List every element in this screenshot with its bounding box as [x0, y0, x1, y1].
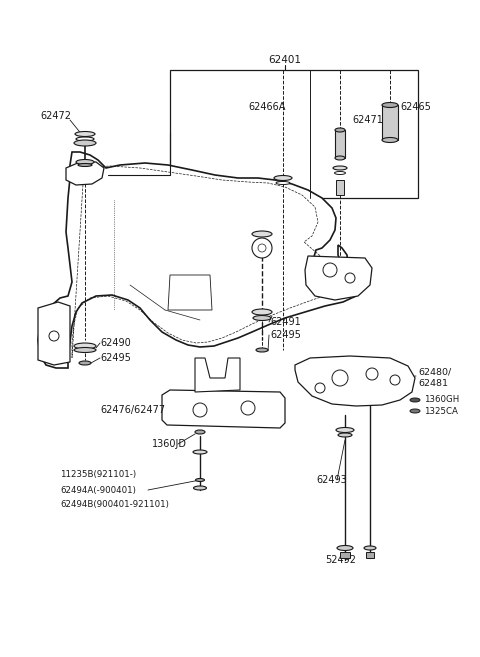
Text: 62493: 62493: [316, 475, 347, 485]
Ellipse shape: [410, 398, 420, 402]
Circle shape: [390, 375, 400, 385]
Polygon shape: [168, 275, 212, 310]
Ellipse shape: [193, 450, 207, 454]
Ellipse shape: [335, 156, 345, 160]
Ellipse shape: [253, 315, 271, 321]
Text: 1360JD: 1360JD: [152, 439, 187, 449]
Ellipse shape: [76, 160, 94, 164]
Bar: [382, 105, 398, 140]
Ellipse shape: [382, 102, 398, 108]
Ellipse shape: [338, 433, 352, 437]
Ellipse shape: [74, 343, 96, 349]
Bar: [340, 552, 350, 558]
Circle shape: [366, 368, 378, 380]
Text: 62476/62477: 62476/62477: [100, 405, 165, 415]
Circle shape: [332, 370, 348, 386]
Ellipse shape: [195, 430, 205, 434]
Ellipse shape: [193, 486, 206, 490]
Circle shape: [345, 273, 355, 283]
Ellipse shape: [78, 164, 92, 166]
Ellipse shape: [76, 137, 94, 141]
Ellipse shape: [336, 428, 354, 432]
Ellipse shape: [333, 166, 347, 170]
Text: 62490: 62490: [100, 338, 131, 348]
Bar: [335, 130, 345, 158]
Text: 62494A(-900401): 62494A(-900401): [60, 486, 136, 495]
Text: 62494B(900401-921101): 62494B(900401-921101): [60, 501, 169, 509]
Circle shape: [49, 331, 59, 341]
Circle shape: [252, 238, 272, 258]
Polygon shape: [38, 152, 362, 368]
Ellipse shape: [364, 546, 376, 550]
Ellipse shape: [79, 361, 91, 365]
Text: 1360GH: 1360GH: [424, 396, 459, 405]
Text: 62472: 62472: [40, 111, 71, 121]
Ellipse shape: [335, 171, 346, 175]
Text: 62495: 62495: [270, 330, 301, 340]
Text: 1325CA: 1325CA: [424, 407, 458, 415]
Text: 62401: 62401: [268, 55, 301, 65]
Ellipse shape: [195, 478, 204, 482]
Text: 11235B(921101-): 11235B(921101-): [60, 470, 136, 480]
Text: 62471: 62471: [352, 115, 383, 125]
Ellipse shape: [335, 128, 345, 132]
Bar: [336, 180, 344, 195]
Circle shape: [258, 244, 266, 252]
Circle shape: [241, 401, 255, 415]
Ellipse shape: [252, 309, 272, 315]
Ellipse shape: [74, 348, 96, 353]
Polygon shape: [295, 356, 415, 406]
Text: 62481: 62481: [418, 378, 448, 388]
Text: 62466A: 62466A: [248, 102, 286, 112]
Ellipse shape: [410, 409, 420, 413]
Text: 62491: 62491: [270, 317, 301, 327]
Ellipse shape: [382, 137, 398, 143]
Ellipse shape: [252, 231, 272, 237]
Polygon shape: [66, 162, 104, 185]
Polygon shape: [305, 256, 372, 300]
Ellipse shape: [74, 140, 96, 146]
Circle shape: [315, 383, 325, 393]
Ellipse shape: [75, 131, 95, 137]
Ellipse shape: [276, 181, 290, 185]
Circle shape: [193, 403, 207, 417]
Polygon shape: [38, 302, 70, 365]
Bar: [366, 552, 374, 558]
Ellipse shape: [337, 545, 353, 551]
Bar: [170, 70, 418, 198]
Ellipse shape: [274, 175, 292, 181]
Text: 62495: 62495: [100, 353, 131, 363]
Polygon shape: [195, 358, 240, 392]
Text: 62480/: 62480/: [418, 367, 451, 376]
Polygon shape: [162, 390, 285, 428]
Text: 62465: 62465: [400, 102, 431, 112]
Text: 52492: 52492: [325, 555, 356, 565]
Circle shape: [323, 263, 337, 277]
Ellipse shape: [256, 348, 268, 352]
